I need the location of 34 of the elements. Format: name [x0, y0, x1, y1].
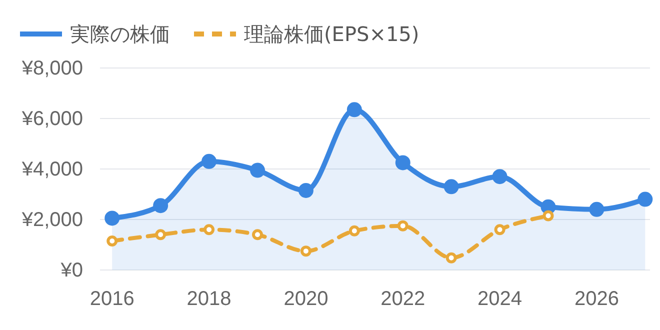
y-tick-label: ¥0: [60, 259, 83, 282]
point: [542, 210, 554, 222]
y-tick-label: ¥4,000: [20, 158, 83, 180]
point: [155, 229, 166, 240]
y-tick-label: ¥2,000: [20, 208, 83, 231]
x-tick-label: 2026: [574, 288, 619, 310]
point: [300, 246, 312, 257]
point: [106, 235, 118, 246]
point: [250, 162, 265, 178]
point: [638, 192, 653, 207]
point: [104, 210, 120, 226]
x-tick-label: 2020: [284, 288, 328, 310]
y-tick-label: ¥8,000: [20, 57, 83, 80]
point: [346, 102, 362, 118]
point: [444, 179, 459, 194]
x-tick-label: 2024: [478, 288, 522, 310]
x-tick-label: 2016: [90, 288, 134, 310]
point: [494, 224, 506, 236]
point: [153, 198, 168, 214]
point: [348, 225, 360, 236]
x-tick-label: 2018: [186, 288, 232, 310]
point: [298, 182, 314, 198]
point: [397, 220, 408, 232]
point: [202, 154, 217, 169]
point: [204, 224, 215, 236]
point: [446, 252, 457, 264]
x-tick-label: 2022: [380, 288, 426, 310]
point: [395, 155, 410, 170]
point: [589, 202, 604, 217]
y-tick-label: ¥6,000: [20, 108, 83, 130]
point: [252, 229, 263, 240]
point: [492, 169, 508, 184]
legend-label: 理論株価(EPS×15): [244, 22, 420, 46]
legend-label: 実際の株価: [70, 22, 170, 46]
